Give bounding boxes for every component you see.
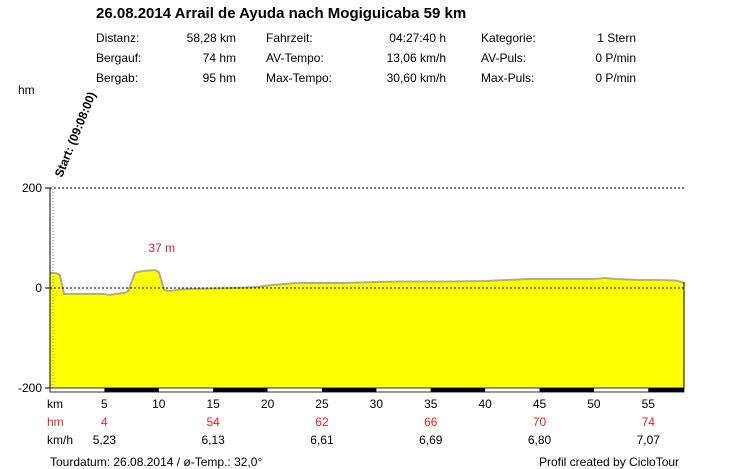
stat-avgspeed-label: AV-Tempo: [266,51,324,65]
speed-row-value: 6,61 [310,433,334,447]
x-tick-label: 25 [315,397,329,411]
peak-label: 37 m [148,241,175,255]
x-tick-label: 20 [261,397,275,411]
hm-row-value: 4 [101,415,108,429]
x-axis-segment [321,388,377,392]
x-ticks: 5 10 15 20 25 30 35 40 45 50 55 [49,387,685,411]
x-axis-segment [213,388,268,392]
stat-ridetime-value: 04:27:40 h [389,31,446,45]
km-row-label: km [47,397,63,411]
stat-descent-value: 95 hm [202,71,236,85]
x-tick-label: 15 [206,397,220,411]
x-axis-segment [539,388,594,392]
x-tick-label: 50 [587,397,601,411]
hm-row-value: 70 [533,415,547,429]
x-tick-label: 40 [478,397,492,411]
stat-avgspeed-value: 13,06 km/h [386,51,446,65]
hm-row-value: 54 [206,415,220,429]
plot-area [49,186,685,388]
page-title: 26.08.2014 Arrail de Ayuda nach Mogiguic… [96,5,467,22]
stat-maxspeed-label: Max-Tempo: [266,71,333,85]
y-tick-label: -200 [18,381,42,395]
stat-ascent-label: Bergauf: [96,51,142,65]
speed-row-value: 6,13 [201,433,225,447]
y-tick-label: 200 [22,181,42,195]
stat-category-label: Kategorie: [481,31,536,45]
hm-row-value: 62 [315,415,329,429]
speed-row-value: 6,80 [528,433,552,447]
x-axis-segment [430,388,486,392]
x-tick-label: 10 [152,397,166,411]
x-tick-label: 30 [370,397,384,411]
start-label: Start: (09:08:00) [52,90,99,179]
y-axis-label: hm [18,83,35,97]
elevation-area [50,270,684,388]
speed-row-value: 7,07 [637,433,661,447]
speed-row-value: 6,69 [419,433,443,447]
y-ticks: 200 0 -200 [18,181,50,395]
hm-row-value: 74 [642,415,656,429]
stat-ascent-value: 74 hm [202,51,236,65]
value-rows: 4 54 62 66 70 74 5,23 6,13 6,61 6,69 6,80 7,07 [93,415,661,447]
hm-row-label: hm [47,415,64,429]
y-tick-label: 0 [35,281,42,295]
stat-maxspeed-value: 30,60 km/h [386,71,446,85]
x-axis-segment [648,388,684,392]
x-tick-label: 5 [101,397,108,411]
x-tick-label: 55 [642,397,656,411]
elevation-line [50,268,685,297]
stat-category-value: 1 Stern [597,31,636,45]
speed-row-label: km/h [47,433,73,447]
stat-maxpulse-label: Max-Puls: [481,71,535,85]
x-axis-segment [104,388,159,392]
footer-tour-info: Tourdatum: 26.08.2014 / ø-Temp.: 32,0° [50,455,263,469]
x-tick-label: 45 [533,397,547,411]
stat-avgpulse-label: AV-Puls: [481,51,527,65]
stat-distance-value: 58,28 km [186,31,236,45]
stat-avgpulse-value: 0 P/min [595,51,636,65]
stat-distance-label: Distanz: [96,31,140,45]
stat-descent-label: Bergab: [96,71,139,85]
stat-ridetime-label: Fahrzeit: [266,31,313,45]
stat-maxpulse-value: 0 P/min [595,71,636,85]
speed-row-value: 5,23 [93,433,117,447]
hm-row-value: 66 [424,415,438,429]
footer-credit: Profil created by CicloTour [539,455,680,469]
x-tick-label: 35 [424,397,438,411]
